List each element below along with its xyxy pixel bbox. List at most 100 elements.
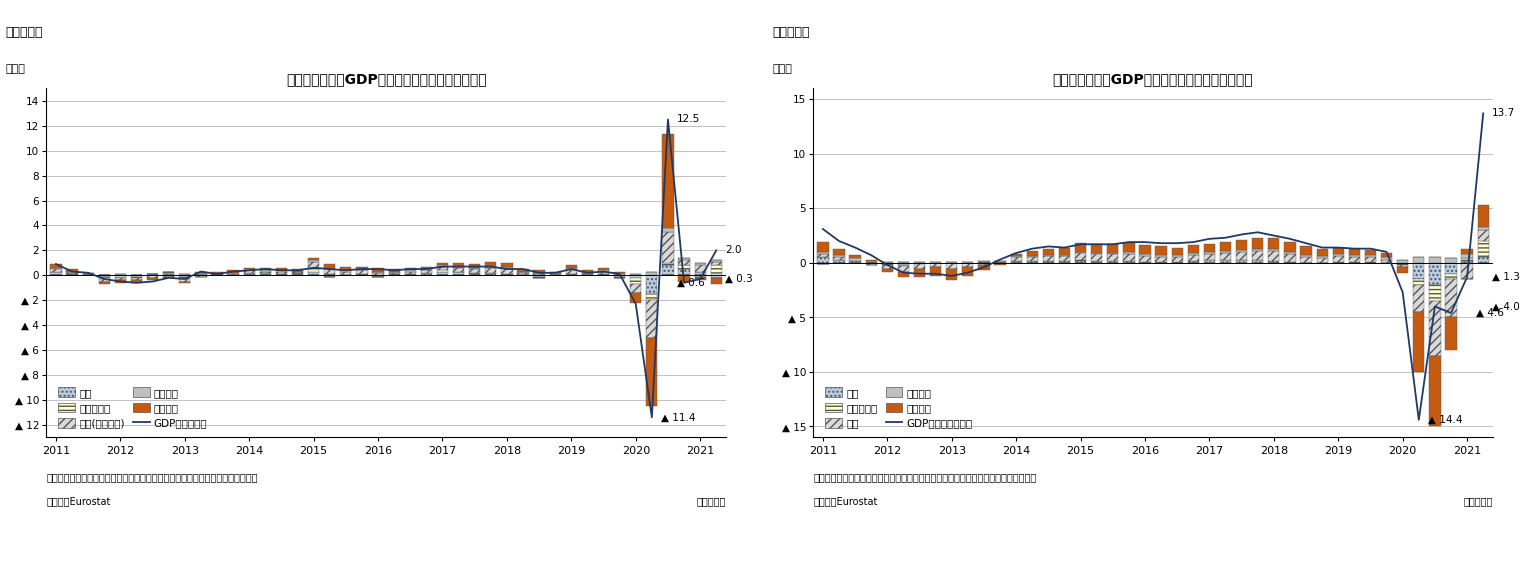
Bar (994, 260, 1006, 262)
Bar (259, 268, 272, 270)
Bar (1381, 253, 1393, 258)
Bar (259, 270, 272, 271)
Bar (994, 263, 1006, 265)
Bar (308, 268, 319, 271)
Bar (1108, 260, 1118, 263)
Bar (244, 273, 255, 275)
Bar (324, 268, 336, 269)
Bar (244, 268, 255, 269)
Bar (1043, 260, 1054, 263)
Bar (646, 337, 658, 406)
Text: （注）季節調整値、寄与度は前期比伸び率に対する寄与度で最新月のデータなし: （注）季節調整値、寄与度は前期比伸び率に対する寄与度で最新月のデータなし (46, 472, 258, 482)
Bar (882, 262, 893, 263)
Bar (485, 267, 497, 268)
Bar (710, 278, 723, 284)
Text: 13.7: 13.7 (1493, 108, 1516, 119)
Bar (897, 262, 910, 263)
Bar (437, 265, 448, 267)
Bar (710, 265, 723, 275)
Bar (502, 274, 512, 275)
Bar (549, 271, 561, 273)
Bar (1043, 249, 1054, 255)
Bar (1123, 254, 1135, 260)
Bar (227, 274, 239, 275)
Bar (308, 271, 319, 275)
Bar (115, 275, 126, 278)
Bar (1462, 258, 1473, 260)
Bar (1413, 279, 1425, 284)
Bar (1365, 250, 1376, 255)
Bar (130, 275, 143, 276)
Bar (98, 275, 110, 276)
Bar (695, 271, 706, 275)
Bar (373, 271, 384, 273)
Bar (663, 231, 673, 263)
Bar (405, 268, 416, 270)
Bar (420, 269, 433, 270)
Text: ▲ 11.4: ▲ 11.4 (661, 412, 695, 422)
Bar (630, 293, 641, 303)
Bar (581, 270, 594, 273)
Bar (469, 268, 480, 269)
Bar (897, 263, 910, 265)
Bar (485, 262, 497, 267)
Bar (420, 273, 433, 275)
Bar (388, 269, 400, 271)
Bar (388, 271, 400, 273)
Legend: 外需, 在庫変動等, 投資, 政府消費, 個人消費, GDP（前年同期比）: 外需, 在庫変動等, 投資, 政府消費, 個人消費, GDP（前年同期比） (825, 388, 973, 429)
Bar (502, 268, 512, 274)
Bar (818, 242, 828, 252)
Bar (1348, 249, 1361, 255)
Bar (1316, 249, 1328, 256)
Bar (930, 267, 942, 276)
Text: （％）: （％） (6, 64, 26, 74)
Bar (1123, 252, 1135, 254)
Bar (1413, 284, 1425, 312)
Bar (212, 273, 222, 274)
Bar (1445, 279, 1457, 317)
Bar (695, 278, 706, 280)
Bar (291, 273, 304, 274)
Bar (341, 270, 351, 271)
Bar (324, 264, 336, 268)
Bar (51, 271, 61, 275)
Bar (324, 274, 336, 275)
Bar (646, 294, 658, 300)
Bar (179, 274, 190, 275)
Bar (276, 270, 287, 271)
Text: ▲ 0.6: ▲ 0.6 (676, 278, 704, 288)
Bar (534, 275, 545, 276)
Bar (1301, 258, 1312, 263)
Bar (663, 228, 673, 231)
Bar (882, 270, 893, 271)
Bar (1269, 251, 1279, 260)
Bar (420, 270, 433, 273)
Bar (1108, 245, 1118, 253)
Bar (1430, 301, 1440, 356)
Bar (710, 260, 723, 262)
Text: （図表１）: （図表１） (6, 26, 43, 39)
Bar (710, 275, 723, 278)
Bar (897, 271, 910, 277)
Bar (930, 262, 942, 263)
Bar (1397, 264, 1408, 265)
Text: （資料）Eurostat: （資料）Eurostat (813, 496, 877, 507)
Title: ユーロ圏の実質GDP成長率（需要項目別寄与度）: ユーロ圏の実質GDP成長率（需要項目別寄与度） (1052, 72, 1253, 86)
Bar (356, 267, 368, 269)
Bar (130, 276, 143, 278)
Bar (566, 268, 577, 269)
Bar (865, 260, 877, 262)
Bar (147, 275, 158, 278)
Bar (1091, 253, 1103, 254)
Bar (1172, 258, 1183, 262)
Bar (1123, 243, 1135, 252)
Bar (882, 264, 893, 265)
Bar (1252, 238, 1264, 249)
Bar (1397, 259, 1408, 263)
Bar (581, 274, 594, 275)
Bar (115, 278, 126, 280)
Bar (1477, 258, 1490, 263)
Bar (1445, 258, 1457, 263)
Bar (115, 280, 126, 283)
Bar (373, 268, 384, 271)
